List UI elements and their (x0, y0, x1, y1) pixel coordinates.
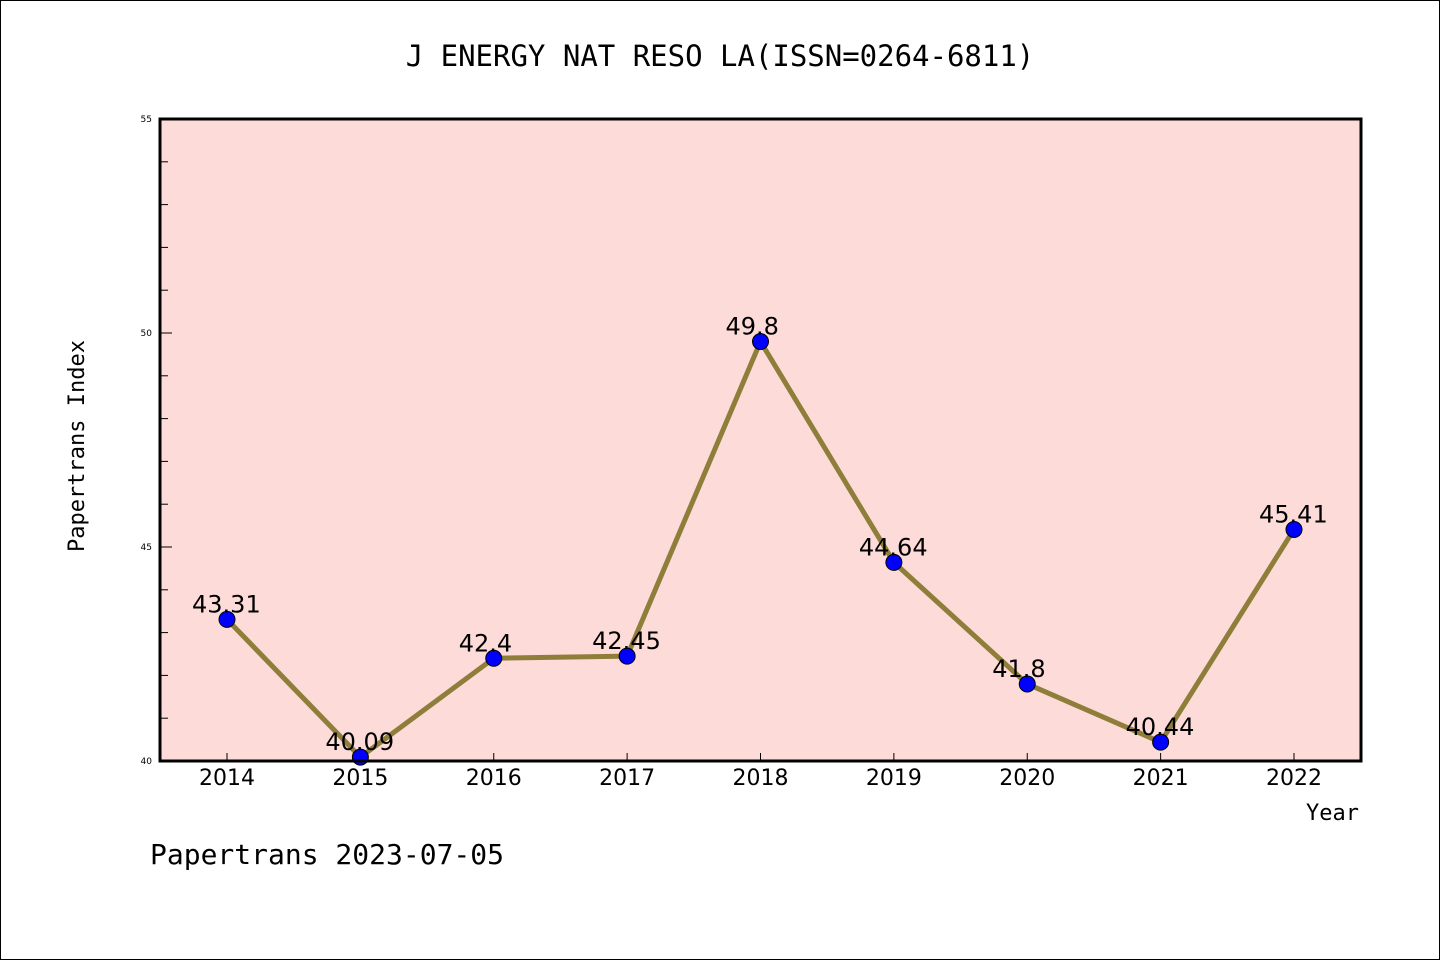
x-tick-label: 2019 (866, 766, 922, 791)
chart-title: J ENERGY NAT RESO LA(ISSN=0264-6811) (406, 39, 1035, 73)
data-label: 49.8 (726, 313, 779, 341)
x-tick-label: 2018 (733, 766, 789, 791)
x-tick-label: 2020 (999, 766, 1055, 791)
y-axis-label: Papertrans Index (65, 340, 90, 552)
data-label: 41.8 (992, 655, 1045, 683)
data-point (485, 649, 503, 667)
x-tick-label: 2021 (1133, 766, 1189, 791)
y-tick-label: 40 (141, 757, 153, 767)
data-label: 42.4 (459, 629, 512, 657)
data-markers (218, 333, 1303, 766)
data-label: 40.44 (1126, 713, 1195, 741)
x-axis-label: Year (1306, 801, 1359, 826)
data-point (618, 647, 636, 665)
data-point (218, 610, 236, 628)
data-label: 45.41 (1259, 500, 1328, 528)
data-label: 42.45 (592, 627, 661, 655)
data-point (1285, 520, 1303, 538)
data-point (752, 333, 769, 351)
plot-area (160, 119, 1361, 761)
y-tick-label: 55 (141, 115, 152, 125)
x-tick-label: 2014 (199, 766, 255, 791)
y-tick-label: 45 (141, 543, 152, 553)
data-labels: 43.31 40.09 42.4 42.45 49.8 44.64 41.8 40.44 45.… (192, 313, 1328, 757)
x-tick-label: 2016 (466, 766, 522, 791)
x-tick-label: 2015 (332, 766, 388, 791)
data-point (885, 553, 903, 571)
data-label: 44.64 (859, 533, 928, 561)
data-label: 43.31 (192, 590, 261, 618)
data-label: 40.09 (325, 728, 394, 756)
plot-border (158, 117, 1363, 763)
x-tick-label: 2017 (599, 766, 655, 791)
data-point (1152, 733, 1170, 751)
footer-text: Papertrans 2023-07-05 (150, 838, 504, 871)
y-tick-label: 50 (141, 329, 153, 339)
data-point (1018, 675, 1036, 693)
x-tick-label: 2022 (1266, 766, 1322, 791)
x-axis-ticks: 2014 2015 2016 2017 2018 2019 2020 2021 2022 (199, 753, 1322, 791)
